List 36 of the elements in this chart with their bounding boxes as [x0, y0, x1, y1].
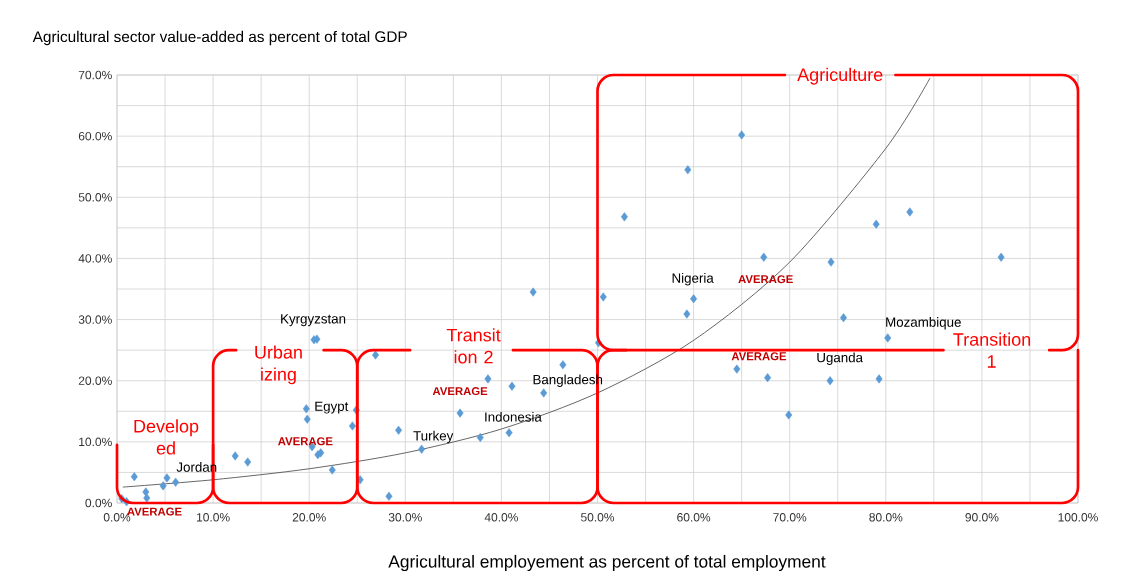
annotation: Mozambique	[886, 317, 961, 330]
annotation: AVERAGE	[432, 387, 488, 396]
annotation: Develop ed	[134, 419, 199, 455]
chart-title: Agricultural sector value-added as percent of total GDP	[32, 30, 407, 46]
annotation: Urban izing	[255, 345, 302, 385]
annotation: Nigeria	[672, 273, 714, 286]
y-tick-label: 40.0%	[78, 254, 112, 263]
x-tick-label: 90.0%	[965, 513, 999, 522]
x-tick-label: 100.0%	[1058, 513, 1098, 522]
annotation: Turkey	[413, 430, 454, 444]
annotation: AVERAGE	[278, 437, 333, 446]
y-tick-label: 10.0%	[79, 437, 112, 447]
annotation: Transit ion 2	[446, 328, 501, 364]
y-tick-label: 70.0%	[78, 70, 112, 80]
x-tick-label: 50.0%	[580, 513, 615, 522]
x-tick-label: 30.0%	[388, 513, 422, 522]
annotation: Agriculture	[797, 67, 883, 85]
x-tick-label: 70.0%	[773, 513, 807, 522]
y-tick-label: 30.0%	[78, 315, 112, 324]
y-tick-label: 50.0%	[78, 193, 112, 202]
annotation: Indonesia	[485, 411, 542, 422]
x-tick-label: 10.0%	[197, 513, 230, 522]
y-tick-label: 0.0%	[85, 498, 112, 508]
annotation: AVERAGE	[731, 352, 787, 361]
annotation: Uganda	[817, 352, 864, 365]
annotation: Egypt	[315, 401, 349, 414]
x-tick-label: 40.0%	[484, 513, 518, 522]
x-tick-label: 80.0%	[869, 513, 903, 522]
x-tick-label: 60.0%	[677, 513, 711, 522]
x-axis-title: Agricultural employement as percent of total employment	[388, 554, 826, 572]
y-tick-label: 20.0%	[78, 376, 112, 385]
y-tick-label: 60.0%	[78, 131, 112, 141]
annotation: AVERAGE	[738, 275, 793, 284]
annotation: Transition 1	[953, 332, 1031, 368]
annotation: Kyrgyzstan	[281, 314, 346, 327]
x-tick-label: 20.0%	[292, 513, 326, 522]
